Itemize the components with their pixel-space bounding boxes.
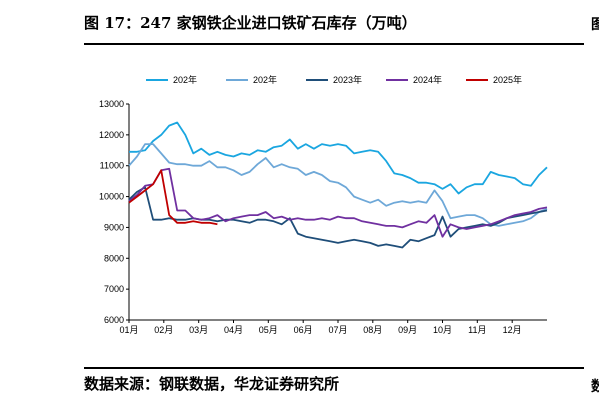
y-tick-label: 12000: [99, 130, 124, 140]
series-line-0: [129, 121, 548, 195]
series-line-4: [128, 169, 218, 226]
y-tick-label: 8000: [104, 253, 124, 263]
x-axis: 01月 02月 03月 04月 05月 06月 07月 08月 09月 10月 11月 12月: [119, 319, 547, 335]
series-line-1: [128, 143, 548, 227]
x-tick-label: 03月: [189, 325, 208, 335]
clipped-next-column-source: 数: [591, 379, 599, 395]
legend-label-2: 2023年: [333, 74, 362, 85]
clipped-next-column-title: 图: [591, 17, 599, 33]
y-tick-label: 9000: [104, 222, 124, 232]
y-tick-label: 6000: [104, 315, 124, 325]
x-tick-label: 10月: [433, 325, 452, 335]
x-tick-label: 07月: [328, 325, 347, 335]
series-line-3: [128, 167, 548, 238]
legend-label-0: 202年: [173, 74, 197, 85]
data-source-note: 数据来源：钢联数据，华龙证券研究所: [84, 375, 340, 393]
y-tick-label: 7000: [104, 284, 124, 294]
legend-label-1: 202年: [253, 74, 277, 85]
x-tick-label: 11月: [468, 325, 486, 335]
source-rule: [84, 367, 584, 369]
x-tick-label: 12月: [503, 325, 522, 335]
line-chart: 202年 202年 2023年 2024年 2025年 6000 7000 8000 9000…: [99, 74, 548, 335]
series-layer: [128, 121, 548, 249]
y-tick-label: 13000: [99, 99, 124, 109]
y-tick-label: 10000: [99, 192, 124, 202]
legend: 202年 202年 2023年 2024年 2025年: [146, 74, 522, 85]
x-tick-label: 04月: [224, 325, 243, 335]
legend-label-4: 2025年: [493, 74, 522, 85]
x-tick-label: 02月: [154, 325, 173, 335]
figure-title: 图 17：247 家钢铁企业进口铁矿石库存（万吨）: [84, 14, 417, 32]
x-tick-label: 06月: [294, 325, 313, 335]
x-tick-label: 08月: [363, 325, 382, 335]
title-rule: [84, 43, 584, 45]
legend-label-3: 2024年: [413, 74, 442, 85]
y-axis: 6000 7000 8000 9000 10000 11000 12000 13000: [99, 99, 130, 325]
x-tick-label: 05月: [259, 325, 278, 335]
x-tick-label: 01月: [119, 325, 138, 335]
x-tick-label: 09月: [398, 325, 417, 335]
y-tick-label: 11000: [100, 161, 124, 171]
